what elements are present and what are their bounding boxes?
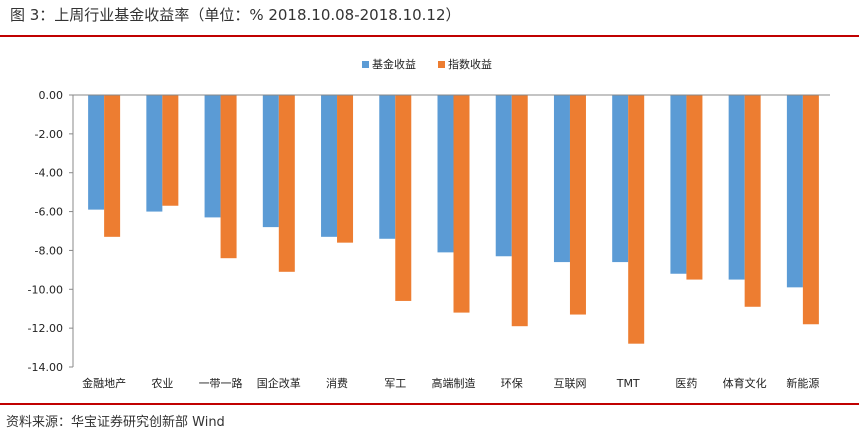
x-category-label: 互联网 [553, 377, 586, 390]
y-tick-label: 0.00 [39, 89, 64, 102]
y-tick-label: -14.00 [28, 361, 63, 374]
bar-index [162, 95, 179, 206]
title-divider [0, 35, 859, 37]
legend-swatch [362, 61, 369, 68]
bar-fund [204, 95, 221, 218]
figure-title: 图 3：上周行业基金收益率（单位：% 2018.10.08-2018.10.12… [10, 6, 461, 24]
bar-index [802, 95, 819, 325]
x-category-label: TMT [616, 377, 640, 390]
bar-index [278, 95, 295, 272]
y-tick-label: -2.00 [35, 128, 63, 141]
bar-fund [262, 95, 279, 228]
bar-fund [321, 95, 338, 237]
y-tick-label: -10.00 [28, 283, 63, 296]
x-category-label: 环保 [501, 376, 523, 390]
bar-index [511, 95, 528, 327]
bar-fund [728, 95, 745, 280]
x-category-label: 农业 [151, 376, 173, 390]
x-category-label: 消费 [326, 376, 348, 390]
x-category-label: 高端制造 [432, 376, 476, 390]
bar-index [569, 95, 586, 315]
x-category-label: 国企改革 [257, 376, 301, 390]
legend-label: 指数收益 [448, 57, 492, 71]
bar-fund [88, 95, 105, 210]
legend-swatch [438, 61, 445, 68]
y-tick-label: -4.00 [35, 167, 63, 180]
source-divider [0, 403, 859, 405]
bar-fund [670, 95, 687, 274]
bar-fund [612, 95, 629, 263]
bar-fund [379, 95, 396, 239]
bar-fund [553, 95, 570, 263]
bar-index [686, 95, 703, 280]
x-category-label: 军工 [384, 377, 406, 390]
x-category-label: 体育文化 [723, 376, 767, 390]
bar-index [395, 95, 412, 301]
bar-index [337, 95, 354, 243]
y-tick-label: -12.00 [28, 322, 63, 335]
bar-index [744, 95, 761, 307]
bar-index [104, 95, 121, 237]
y-tick-label: -8.00 [35, 244, 63, 257]
x-category-label: 一带一路 [199, 377, 243, 390]
x-category-label: 金融地产 [82, 376, 126, 390]
bar-index [220, 95, 237, 259]
legend-label: 基金收益 [372, 57, 416, 71]
x-category-label: 新能源 [786, 376, 819, 390]
bar-fund [786, 95, 803, 288]
x-category-label: 医药 [675, 377, 697, 390]
bar-fund [437, 95, 454, 253]
bar-index [453, 95, 470, 313]
y-tick-label: -6.00 [35, 206, 63, 219]
source-note: 资料来源：华宝证券研究创新部 Wind [6, 415, 225, 430]
bar-fund [495, 95, 512, 257]
bar-fund [146, 95, 163, 212]
bar-index [628, 95, 645, 344]
